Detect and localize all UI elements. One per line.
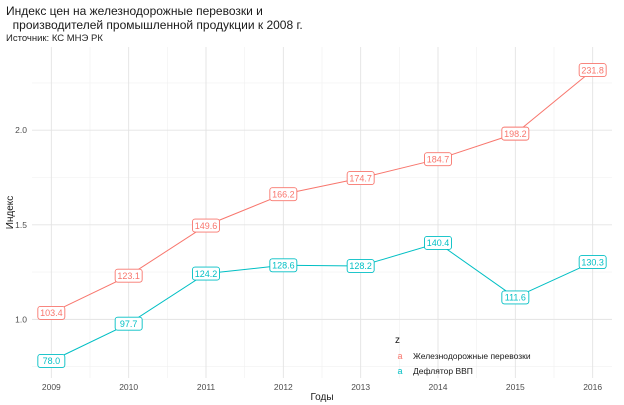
data-label: 198.2 xyxy=(501,126,530,141)
legend-key-glyph: a xyxy=(397,351,402,361)
data-label-text: 231.8 xyxy=(581,65,604,75)
data-label-text: 174.7 xyxy=(349,173,372,183)
data-label-box xyxy=(192,266,220,281)
chart-title-line1: Индекс цен на железнодорожные перевозки … xyxy=(6,4,263,18)
data-label: 124.2 xyxy=(192,266,220,281)
chart-title-line2: производителей промышленной продукции к … xyxy=(6,18,303,32)
data-label-text: 111.6 xyxy=(505,293,526,303)
data-label-box xyxy=(501,290,530,305)
data-label-text: 184.7 xyxy=(427,154,450,164)
data-label: 166.2 xyxy=(269,187,298,202)
y-tick-label: 2.0 xyxy=(15,125,27,135)
data-label-box xyxy=(114,316,143,331)
data-label: 130.3 xyxy=(578,255,607,270)
data-label: 231.8 xyxy=(578,63,607,78)
data-label-box xyxy=(578,63,607,78)
data-label-text: 123.1 xyxy=(117,271,140,281)
data-label-text: 128.2 xyxy=(349,261,372,271)
data-label: 103.4 xyxy=(37,305,66,320)
data-label-text: 124.2 xyxy=(195,269,218,279)
axes: 1.0 1.5 2.0 2009 2010 2011 2012 2013 2014 2015 201… xyxy=(5,125,602,403)
data-label-text: 166.2 xyxy=(272,189,295,199)
data-label-text: 149.6 xyxy=(195,221,218,231)
legend-label: Дефлятор ВВП xyxy=(413,366,473,376)
data-label-text: 78.0 xyxy=(43,356,61,366)
x-tick-label: 2015 xyxy=(506,382,525,392)
data-label: 128.6 xyxy=(269,258,298,273)
data-label-box xyxy=(37,305,66,320)
data-label-box xyxy=(192,218,220,233)
series-line xyxy=(51,242,593,362)
data-label: 140.4 xyxy=(424,236,452,250)
chart-subtitle: Источник: КС МНЭ РК xyxy=(6,33,103,44)
data-labels: 103.4 123.1 149.6 166.2 174.7 184.7 198.2 231.8… xyxy=(37,63,607,368)
legend-item: a Дефлятор ВВП xyxy=(397,366,472,376)
y-tick-label: 1.5 xyxy=(15,220,27,230)
data-label-box xyxy=(346,259,375,273)
data-label: 174.7 xyxy=(346,171,375,186)
data-label-text: 128.6 xyxy=(272,260,295,270)
data-label: 123.1 xyxy=(114,268,143,283)
legend-title: z xyxy=(395,335,400,346)
data-label-text: 103.4 xyxy=(40,308,63,318)
data-label-box xyxy=(578,255,607,270)
data-label: 149.6 xyxy=(192,218,220,233)
data-label-text: 140.4 xyxy=(427,238,450,248)
data-label-box xyxy=(424,152,452,167)
legend-item: a Железнодорожные перевозки xyxy=(397,351,530,361)
data-label: 97.7 xyxy=(114,316,143,331)
data-label-box xyxy=(346,171,375,186)
x-tick-label: 2011 xyxy=(197,382,216,392)
x-tick-label: 2010 xyxy=(119,382,138,392)
data-label: 78.0 xyxy=(37,354,66,368)
data-label: 128.2 xyxy=(346,259,375,273)
y-tick-label: 1.0 xyxy=(15,314,27,324)
data-label-box xyxy=(37,354,66,368)
x-tick-label: 2013 xyxy=(351,382,370,392)
legend-key-glyph: a xyxy=(397,366,402,376)
data-label: 111.6 xyxy=(501,290,530,305)
data-label-box xyxy=(269,187,298,202)
chart-title: Индекс цен на железнодорожные перевозки … xyxy=(6,4,303,32)
data-label-text: 97.7 xyxy=(120,319,138,329)
x-axis-title: Годы xyxy=(310,392,333,403)
data-label-text: 198.2 xyxy=(504,129,527,139)
x-tick-label: 2009 xyxy=(42,382,61,392)
x-tick-label: 2016 xyxy=(583,382,602,392)
legend-label: Железнодорожные перевозки xyxy=(413,351,531,361)
data-label-box xyxy=(269,258,298,273)
x-tick-label: 2014 xyxy=(429,382,448,392)
data-label-box xyxy=(501,126,530,141)
data-label-box xyxy=(114,268,143,283)
data-label-box xyxy=(424,236,452,250)
x-tick-label: 2012 xyxy=(274,382,293,392)
y-axis-title: Индекс xyxy=(5,196,16,230)
data-label: 184.7 xyxy=(424,152,452,167)
data-label-text: 130.3 xyxy=(581,257,604,267)
